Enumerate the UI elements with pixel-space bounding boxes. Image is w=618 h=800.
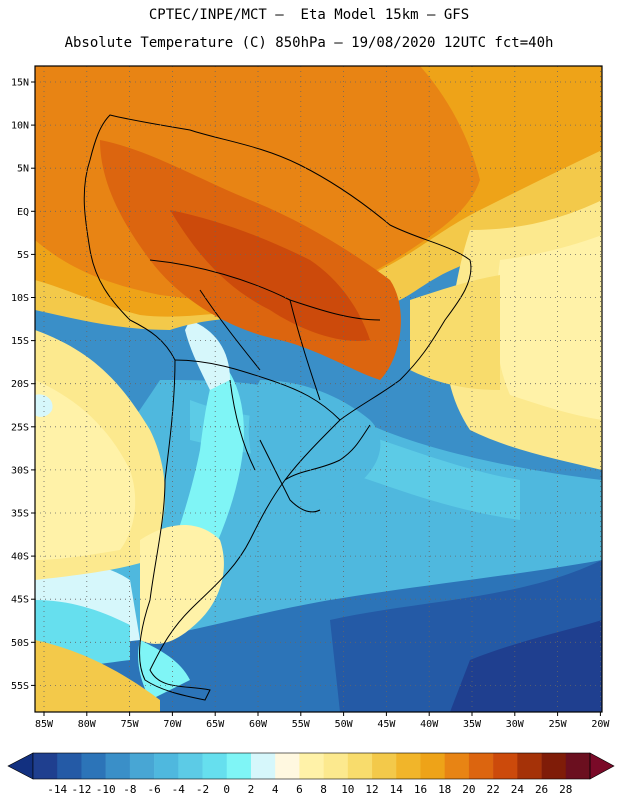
colorbar-label: -2 xyxy=(196,783,209,796)
lon-label: 70W xyxy=(163,719,182,730)
colorbar-swatch xyxy=(372,753,397,779)
colorbar-label: 4 xyxy=(272,783,279,796)
lat-label: 55S xyxy=(11,681,29,692)
colorbar-swatch xyxy=(33,753,58,779)
colorbar-label: -10 xyxy=(96,783,116,796)
colorbar-label: 8 xyxy=(320,783,327,796)
lat-label: 5S xyxy=(17,250,29,261)
country-borders xyxy=(83,114,472,701)
colorbar-swatch xyxy=(178,753,203,779)
colorbar-swatch xyxy=(275,753,300,779)
colorbar-over-arrow xyxy=(589,752,615,780)
colorbar-swatch xyxy=(565,753,591,779)
colorbar-label: 28 xyxy=(559,783,572,796)
colorbar-label: 12 xyxy=(365,783,378,796)
colorbar-swatch xyxy=(129,753,155,779)
colorbar-label: 6 xyxy=(296,783,303,796)
colorbar-label: 18 xyxy=(438,783,451,796)
lon-label: 45W xyxy=(377,719,396,730)
colorbar-label: 26 xyxy=(535,783,548,796)
lon-label: 35W xyxy=(463,719,482,730)
lon-label: 25W xyxy=(549,719,568,730)
colorbar-label: 22 xyxy=(487,783,500,796)
lat-label: 45S xyxy=(11,595,29,606)
colorbar-swatch xyxy=(420,753,445,779)
colorbar-label: 20 xyxy=(462,783,475,796)
latitude-labels: 15N 10N 5N EQ 5S 10S 15S 20S 25S 30S 35S 40S 45S 50S 5… xyxy=(11,78,35,692)
colorbar-label: 2 xyxy=(248,783,255,796)
lon-label: 65W xyxy=(206,719,225,730)
colorbar-swatch xyxy=(468,753,494,779)
lat-label: 50S xyxy=(11,638,29,649)
lon-label: 30W xyxy=(506,719,525,730)
lon-label: 60W xyxy=(249,719,268,730)
lat-label: 40S xyxy=(11,552,29,563)
map-frame xyxy=(34,65,603,713)
colorbar-label: -4 xyxy=(172,783,186,796)
colorbar-label: 24 xyxy=(511,783,525,796)
lat-label: 10S xyxy=(11,293,29,304)
lat-label: 20S xyxy=(11,379,29,390)
lon-label: 75W xyxy=(121,719,140,730)
colorbar-swatch xyxy=(299,753,324,779)
lon-label: 55W xyxy=(292,719,311,730)
colorbar-label: 10 xyxy=(341,783,354,796)
colorbar-label: -14 xyxy=(47,783,67,796)
longitude-labels: 85W 80W 75W 70W 65W 60W 55W 50W 45W 40W 35W 30W 25W 2… xyxy=(35,712,610,730)
map-title-line-2: Absolute Temperature (C) 850hPa — 19/08/… xyxy=(64,35,554,51)
colorbar-swatch xyxy=(154,753,179,779)
colorbar-swatch xyxy=(517,753,542,779)
lat-label: 35S xyxy=(11,509,29,520)
colorbar-swatch xyxy=(347,753,373,779)
colorbar-label: 14 xyxy=(390,783,404,796)
colorbar-label: 16 xyxy=(414,783,427,796)
temperature-field xyxy=(35,66,602,712)
colorbar-swatch xyxy=(396,753,421,779)
colorbar-under-arrow xyxy=(7,752,34,780)
colorbar-swatch xyxy=(202,753,228,779)
temperature-colorbar: -14 -12 -10 -8 -6 -4 -2 0 2 4 6 8 10 12 14 16 18 20 22 24 26… xyxy=(7,752,615,796)
lon-label: 20W xyxy=(591,719,610,730)
colorbar-swatch xyxy=(226,753,252,779)
map-title-line-1: CPTEC/INPE/MCT — Eta Model 15km — GFS xyxy=(148,7,470,23)
lat-label: 30S xyxy=(11,465,29,476)
colorbar-swatch xyxy=(444,753,470,779)
colorbar-label: -8 xyxy=(123,783,136,796)
lon-label: 50W xyxy=(335,719,354,730)
colorbar-swatch xyxy=(541,753,567,779)
colorbar-swatch xyxy=(57,753,82,779)
lat-label: 15N xyxy=(11,78,29,89)
colorbar-swatch xyxy=(493,753,518,779)
lon-label: 85W xyxy=(35,719,54,730)
lat-label: EQ xyxy=(17,207,29,218)
lat-label: 15S xyxy=(11,336,29,347)
lat-label: 5N xyxy=(17,164,29,175)
lat-label: 10N xyxy=(11,121,29,132)
colorbar-swatch xyxy=(323,753,349,779)
colorbar-swatch xyxy=(81,753,106,779)
lat-label: 25S xyxy=(11,422,29,433)
colorbar-swatch xyxy=(250,753,276,779)
colorbar-label: -6 xyxy=(147,783,160,796)
colorbar-label: 0 xyxy=(223,783,230,796)
colorbar-border xyxy=(32,752,591,780)
colorbar-swatch xyxy=(105,753,131,779)
lon-label: 80W xyxy=(78,719,97,730)
lon-label: 40W xyxy=(420,719,439,730)
colorbar-label: -12 xyxy=(71,783,91,796)
